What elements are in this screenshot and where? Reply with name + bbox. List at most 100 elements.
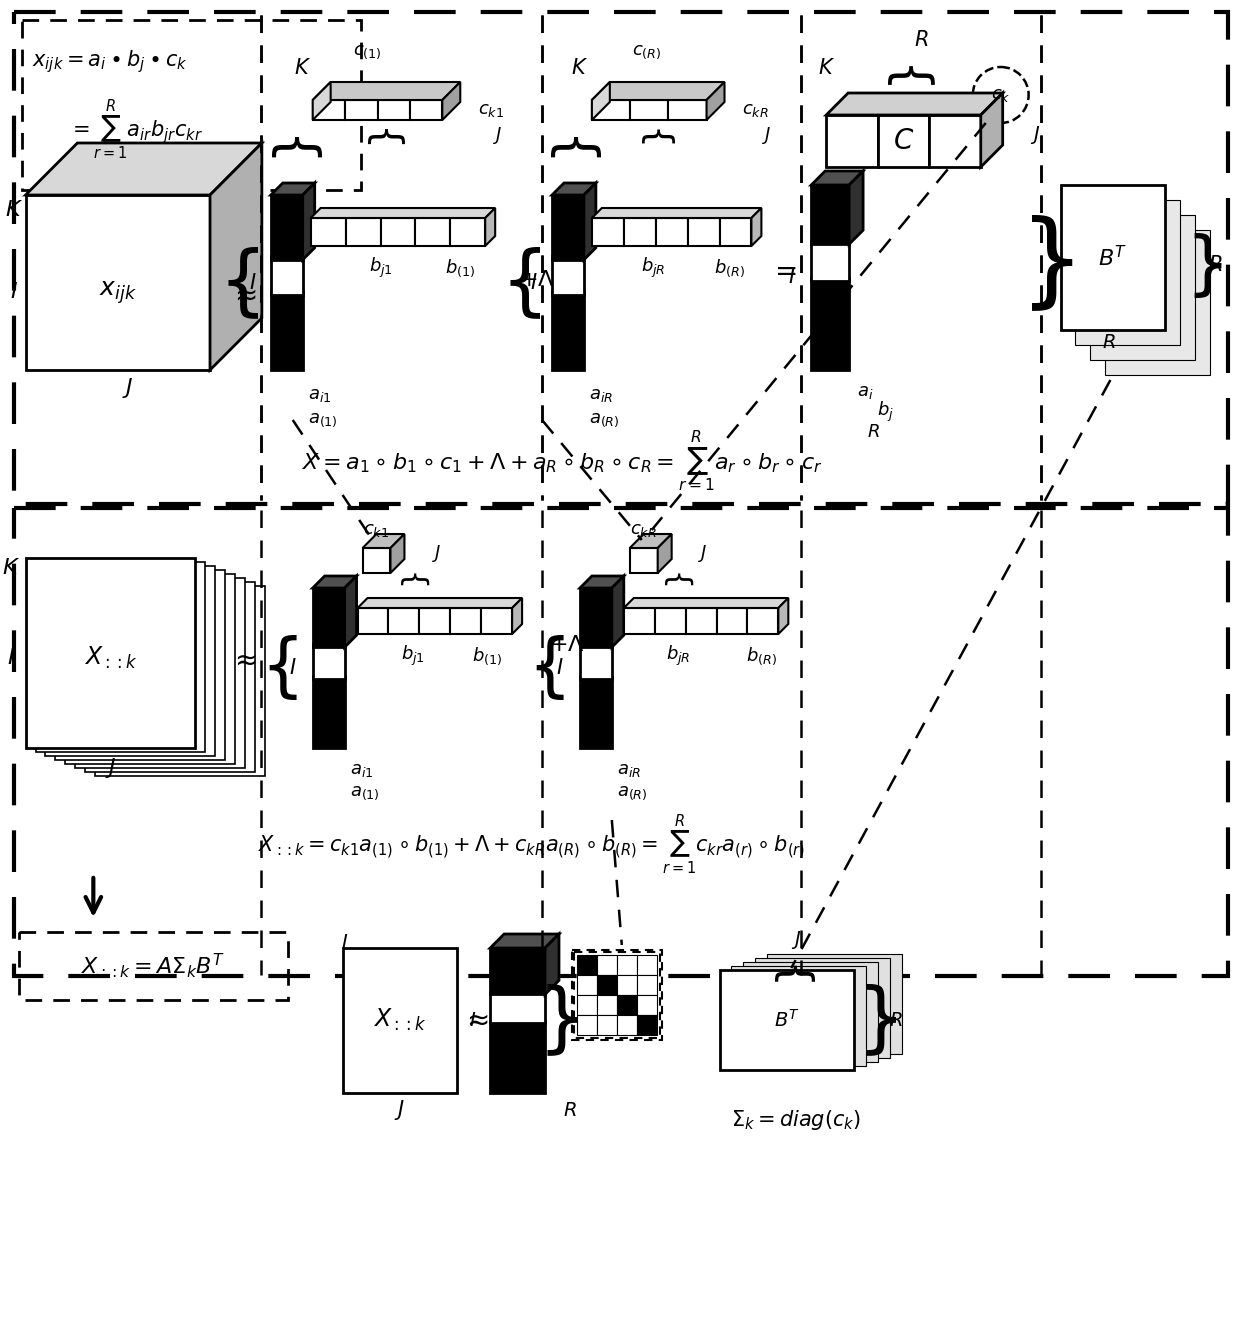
Text: $I$: $I$: [787, 267, 795, 287]
Text: $I$: $I$: [289, 658, 296, 678]
Polygon shape: [362, 548, 391, 573]
Polygon shape: [311, 218, 346, 245]
Text: $\{$: $\{$: [500, 245, 541, 321]
Text: $a_{(1)}$: $a_{(1)}$: [350, 784, 379, 802]
Polygon shape: [357, 608, 388, 634]
Polygon shape: [717, 608, 748, 634]
Bar: [811, 277, 849, 370]
Polygon shape: [811, 171, 863, 184]
Bar: [270, 291, 303, 370]
Text: $c_{(R)}$: $c_{(R)}$: [632, 42, 661, 61]
Polygon shape: [707, 82, 724, 119]
Text: $\}$: $\}$: [549, 135, 604, 165]
Text: $a_{(R)}$: $a_{(R)}$: [616, 784, 647, 802]
Text: $b_j$: $b_j$: [877, 399, 894, 425]
Text: $+\Lambda$: $+\Lambda$: [549, 636, 585, 656]
Bar: [596, 1015, 616, 1035]
Text: $b_{jR}$: $b_{jR}$: [641, 256, 666, 280]
Polygon shape: [624, 608, 655, 634]
Polygon shape: [357, 598, 522, 608]
Bar: [66, 575, 234, 764]
Bar: [14, 508, 1228, 975]
Text: $x_{ijk} = a_i \bullet b_j \bullet c_k$: $x_{ijk} = a_i \bullet b_j \bullet c_k$: [31, 49, 187, 76]
Text: $\}$: $\}$: [665, 571, 697, 589]
Text: $\{$: $\{$: [218, 245, 259, 321]
Text: $J$: $J$: [494, 125, 503, 146]
Text: $K$: $K$: [1, 557, 20, 579]
Text: $c_{k1}$: $c_{k1}$: [363, 522, 389, 539]
Bar: [312, 588, 345, 648]
Polygon shape: [630, 533, 672, 548]
Text: $\approx$: $\approx$: [229, 281, 257, 309]
Text: $\}$: $\}$: [1185, 231, 1223, 300]
Text: $I$: $I$: [341, 933, 348, 951]
Polygon shape: [768, 954, 901, 1054]
Text: $X_{::k} = A \Sigma_k B^T$: $X_{::k} = A \Sigma_k B^T$: [81, 951, 226, 981]
Text: $K$: $K$: [572, 58, 589, 78]
Polygon shape: [1090, 215, 1195, 360]
Bar: [616, 995, 637, 1015]
Bar: [596, 995, 616, 1015]
Text: $I$: $I$: [10, 283, 17, 303]
Polygon shape: [591, 82, 610, 119]
Text: $b_{jR}$: $b_{jR}$: [666, 644, 691, 667]
Text: $I$: $I$: [557, 658, 564, 678]
Polygon shape: [591, 208, 761, 218]
Bar: [637, 995, 657, 1015]
Text: $c_k$: $c_k$: [991, 86, 1011, 104]
Text: $\{$: $\{$: [260, 633, 298, 702]
Polygon shape: [755, 958, 890, 1058]
Bar: [811, 240, 849, 281]
Text: $J$: $J$: [698, 543, 708, 564]
Text: $J$: $J$: [761, 125, 771, 146]
Bar: [596, 955, 616, 975]
Text: $+$: $+$: [563, 208, 582, 228]
Polygon shape: [26, 143, 262, 195]
Bar: [719, 970, 854, 1070]
Bar: [811, 184, 849, 244]
Polygon shape: [719, 218, 751, 245]
Text: $c_{kR}$: $c_{kR}$: [630, 522, 657, 539]
Polygon shape: [656, 218, 688, 245]
Polygon shape: [410, 100, 443, 119]
Bar: [580, 675, 611, 748]
Bar: [270, 256, 303, 295]
Text: $\}$: $\}$: [856, 982, 897, 1058]
Text: $K$: $K$: [817, 58, 835, 78]
Bar: [342, 947, 458, 1093]
Text: $a_i$: $a_i$: [857, 384, 874, 401]
Bar: [637, 1015, 657, 1035]
Text: $\approx$: $\approx$: [229, 646, 257, 674]
Text: $I$: $I$: [6, 648, 15, 667]
Bar: [95, 587, 265, 776]
Polygon shape: [546, 934, 559, 994]
Polygon shape: [381, 218, 415, 245]
Bar: [616, 955, 637, 975]
Text: $I$: $I$: [249, 273, 257, 293]
Polygon shape: [490, 934, 559, 947]
Text: $K$: $K$: [294, 58, 311, 78]
Polygon shape: [584, 183, 596, 260]
Polygon shape: [686, 608, 717, 634]
Polygon shape: [624, 218, 656, 245]
Text: $R$: $R$: [914, 31, 929, 50]
Text: $I$: $I$: [469, 1010, 476, 1030]
Text: $=$: $=$: [770, 256, 797, 284]
Text: $R$: $R$: [563, 1100, 577, 1120]
Polygon shape: [630, 548, 657, 573]
Text: $+\Lambda$: $+\Lambda$: [520, 269, 554, 291]
Polygon shape: [591, 218, 624, 245]
Polygon shape: [655, 608, 686, 634]
Polygon shape: [748, 608, 779, 634]
Polygon shape: [303, 183, 315, 260]
Text: $J$: $J$: [104, 756, 117, 780]
Bar: [490, 991, 546, 1023]
Text: $R$: $R$: [1208, 255, 1223, 275]
Polygon shape: [312, 82, 331, 119]
Text: $a_{(1)}$: $a_{(1)}$: [308, 411, 337, 429]
Polygon shape: [210, 143, 262, 370]
Bar: [490, 1020, 546, 1093]
Text: $K$: $K$: [5, 200, 22, 220]
Text: $a_{i1}$: $a_{i1}$: [350, 760, 373, 779]
Polygon shape: [849, 171, 863, 244]
